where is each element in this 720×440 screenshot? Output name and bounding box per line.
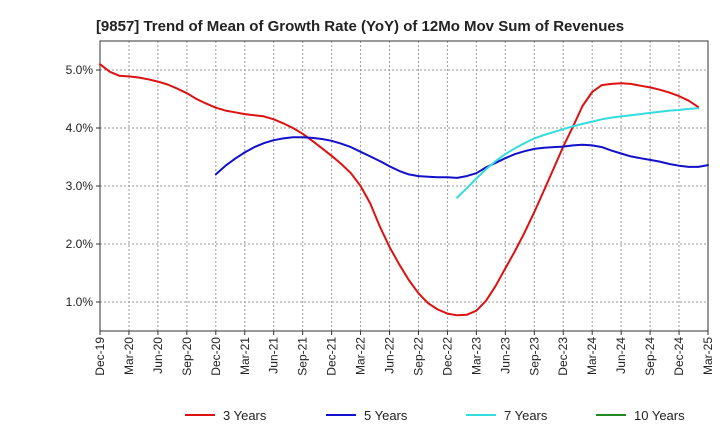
x-tick-label: Mar-23: [469, 337, 483, 375]
x-tick-label: Mar-21: [238, 337, 252, 375]
x-tick-label: Jun-20: [151, 337, 165, 374]
chart-title: [9857] Trend of Mean of Growth Rate (YoY…: [96, 18, 624, 35]
x-axis: Dec-19 Mar-20 Jun-20 Sep-20 Dec-20 Mar-21 Jun-…: [93, 331, 715, 376]
legend-label: 5 Years: [364, 408, 408, 423]
x-tick-label: Sep-21: [296, 337, 310, 376]
x-tick-label: Dec-19: [93, 337, 107, 376]
y-tick-label: 3.0%: [66, 179, 94, 193]
x-tick-label: Jun-21: [267, 337, 281, 374]
x-tick-label: Jun-23: [498, 337, 512, 374]
legend-label: 3 Years: [223, 408, 267, 423]
series-line-3-years: [99, 63, 700, 317]
x-tick-label: Mar-24: [585, 337, 599, 375]
series-layer: [99, 63, 709, 317]
series-line-7-years: [456, 107, 700, 199]
x-tick-label: Dec-23: [556, 337, 570, 376]
x-tick-label: Jun-22: [383, 337, 397, 374]
series-line-5-years: [214, 136, 709, 179]
x-tick-label: Sep-24: [643, 337, 657, 376]
x-tick-label: Mar-20: [122, 337, 136, 375]
y-tick-label: 5.0%: [66, 63, 94, 77]
x-tick-label: Dec-20: [209, 337, 223, 376]
x-tick-label: Sep-23: [527, 337, 541, 376]
y-tick-label: 1.0%: [66, 295, 94, 309]
legend-label: 7 Years: [504, 408, 548, 423]
legend-label: 10 Years: [634, 408, 685, 423]
x-tick-label: Dec-24: [672, 337, 686, 376]
x-tick-label: Sep-20: [180, 337, 194, 376]
x-tick-label: Dec-22: [440, 337, 454, 376]
x-tick-label: Jun-24: [614, 337, 628, 374]
y-tick-label: 4.0%: [66, 121, 94, 135]
x-tick-label: Sep-22: [411, 337, 425, 376]
y-tick-label: 2.0%: [66, 237, 94, 251]
legend: 3 Years 5 Years 7 Years 10 Years: [185, 408, 685, 423]
y-axis: 1.0% 2.0% 3.0% 4.0% 5.0%: [66, 63, 100, 309]
x-tick-label: Mar-22: [354, 337, 368, 375]
x-tick-label: Mar-25: [701, 337, 715, 375]
x-tick-label: Dec-21: [325, 337, 339, 376]
